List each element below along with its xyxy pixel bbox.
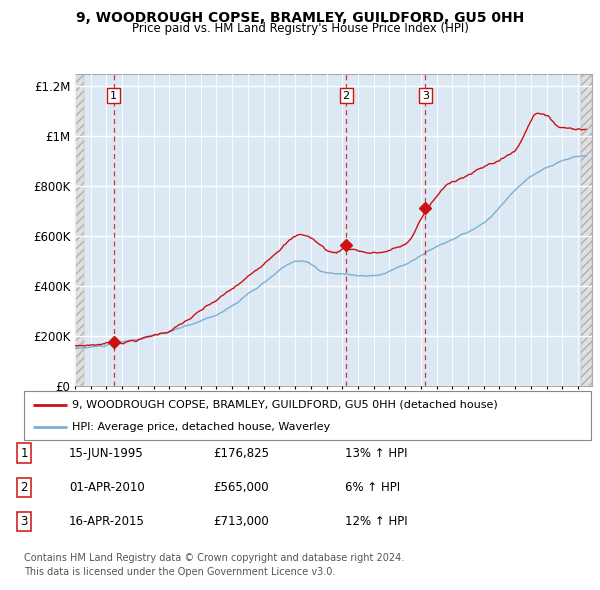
Text: 2: 2 [343, 91, 350, 101]
Text: £713,000: £713,000 [213, 515, 269, 528]
Text: 13% ↑ HPI: 13% ↑ HPI [345, 447, 407, 460]
Text: 3: 3 [422, 91, 429, 101]
Text: 12% ↑ HPI: 12% ↑ HPI [345, 515, 407, 528]
Text: Price paid vs. HM Land Registry's House Price Index (HPI): Price paid vs. HM Land Registry's House … [131, 22, 469, 35]
Text: 2: 2 [20, 481, 28, 494]
Text: 9, WOODROUGH COPSE, BRAMLEY, GUILDFORD, GU5 0HH: 9, WOODROUGH COPSE, BRAMLEY, GUILDFORD, … [76, 11, 524, 25]
Text: Contains HM Land Registry data © Crown copyright and database right 2024.
This d: Contains HM Land Registry data © Crown c… [24, 553, 404, 578]
Text: 3: 3 [20, 515, 28, 528]
Text: 16-APR-2015: 16-APR-2015 [69, 515, 145, 528]
Text: 15-JUN-1995: 15-JUN-1995 [69, 447, 144, 460]
Text: 01-APR-2010: 01-APR-2010 [69, 481, 145, 494]
Text: HPI: Average price, detached house, Waverley: HPI: Average price, detached house, Wave… [72, 422, 331, 432]
Bar [581, 74, 592, 386]
Text: 6% ↑ HPI: 6% ↑ HPI [345, 481, 400, 494]
Bar [75, 74, 85, 386]
Text: £176,825: £176,825 [213, 447, 269, 460]
Text: 1: 1 [20, 447, 28, 460]
FancyBboxPatch shape [24, 391, 591, 440]
Text: 9, WOODROUGH COPSE, BRAMLEY, GUILDFORD, GU5 0HH (detached house): 9, WOODROUGH COPSE, BRAMLEY, GUILDFORD, … [72, 399, 498, 409]
Text: 1: 1 [110, 91, 117, 101]
Text: £565,000: £565,000 [213, 481, 269, 494]
